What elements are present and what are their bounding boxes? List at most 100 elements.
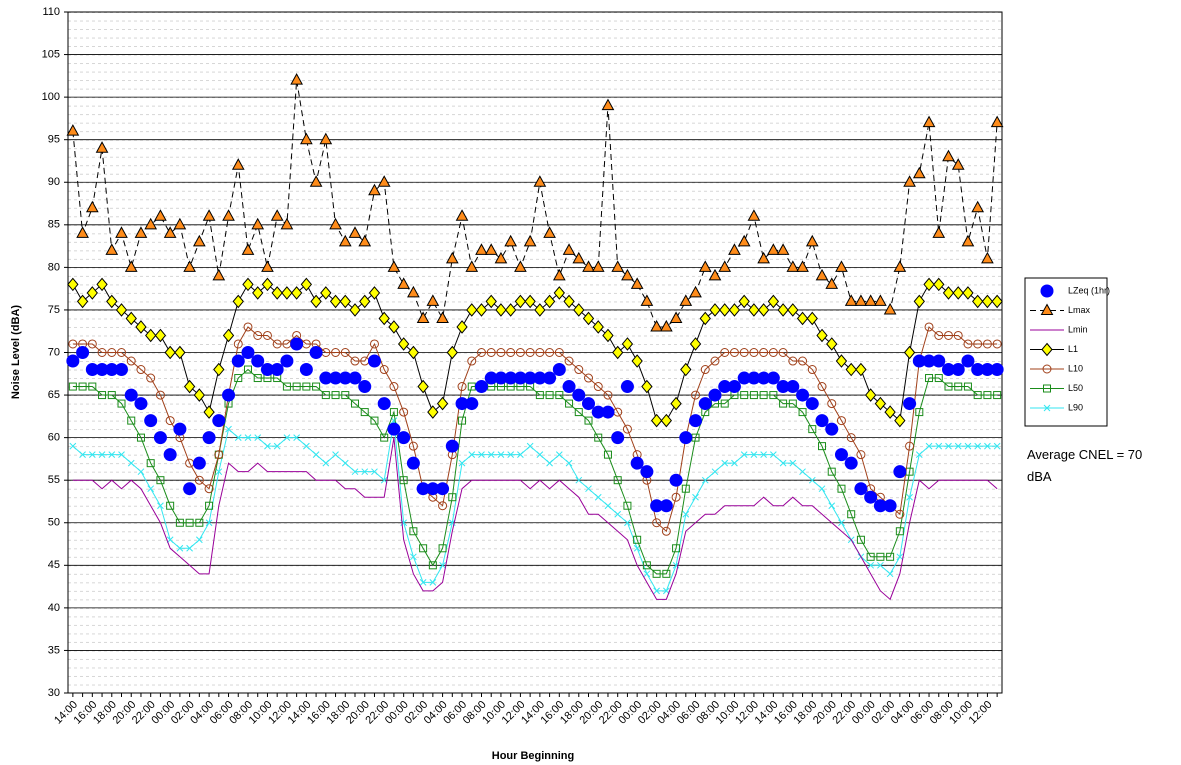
data-point: [515, 348, 525, 357]
data-point: [389, 382, 399, 392]
data-point: [563, 294, 575, 309]
x-axis-title: Hour Beginning: [492, 750, 575, 762]
data-point: [572, 251, 586, 264]
data-point: [494, 251, 508, 264]
data-point: [241, 346, 255, 359]
data-point: [601, 405, 615, 419]
data-point: [192, 456, 206, 470]
data-point: [555, 391, 564, 400]
data-point: [815, 414, 829, 428]
data-point: [348, 371, 362, 385]
data-point: [893, 465, 907, 479]
data-point: [457, 382, 467, 392]
data-point: [660, 413, 672, 428]
data-point: [545, 391, 554, 400]
data-point: [943, 330, 953, 340]
series-line: [72, 80, 998, 328]
data-point: [934, 374, 943, 383]
data-point: [484, 243, 498, 255]
data-point: [679, 431, 693, 445]
data-point: [331, 391, 340, 400]
data-point: [118, 451, 125, 459]
data-point: [681, 484, 690, 493]
data-point: [137, 468, 145, 476]
data-point: [282, 382, 291, 391]
data-point: [565, 399, 574, 408]
data-point: [854, 482, 868, 496]
legend-label: LZeq (1hr): [1068, 285, 1110, 295]
data-point: [543, 371, 557, 385]
data-point: [737, 234, 751, 247]
data-point: [582, 311, 595, 326]
data-point: [689, 285, 702, 298]
data-point: [553, 286, 565, 300]
data-point: [485, 294, 497, 309]
data-point: [66, 354, 80, 368]
data-point: [925, 374, 934, 383]
data-point: [369, 339, 379, 349]
data-point: [302, 382, 311, 391]
data-point: [254, 434, 262, 441]
data-point: [856, 535, 865, 544]
data-point: [585, 485, 592, 493]
data-point: [242, 277, 254, 292]
data-point: [932, 226, 946, 238]
data-point: [371, 468, 378, 476]
data-point: [87, 339, 97, 349]
data-point: [671, 492, 681, 502]
data-point: [844, 456, 858, 470]
series-line: [72, 420, 998, 592]
data-point: [329, 294, 342, 309]
data-point: [146, 459, 155, 468]
data-point: [876, 552, 885, 561]
data-point: [388, 320, 400, 334]
data-point: [377, 397, 391, 411]
data-point: [533, 175, 547, 187]
data-point: [805, 397, 819, 411]
data-point: [951, 158, 965, 170]
data-point: [378, 311, 390, 326]
data-point: [222, 328, 235, 343]
data-point: [338, 371, 352, 385]
data-point: [416, 482, 430, 496]
legend-marker: [1043, 404, 1051, 412]
data-point: [525, 348, 535, 357]
data-point: [951, 363, 965, 377]
data-point: [942, 149, 955, 162]
data-point: [173, 217, 187, 230]
data-point: [124, 388, 138, 402]
data-point: [399, 407, 409, 417]
data-point: [175, 518, 184, 527]
data-point: [360, 408, 369, 417]
data-point: [331, 348, 341, 357]
data-point: [494, 371, 508, 385]
series-line: [72, 437, 998, 601]
data-point: [867, 561, 875, 569]
data-point: [749, 348, 759, 357]
data-point: [738, 294, 750, 309]
data-point: [630, 277, 644, 289]
data-point: [273, 442, 281, 450]
data-point: [659, 499, 673, 513]
data-point: [135, 320, 147, 334]
data-point: [398, 337, 410, 351]
data-point: [796, 388, 810, 402]
data-point: [964, 442, 972, 450]
data-point: [95, 141, 109, 153]
data-point: [961, 234, 975, 247]
data-point: [348, 226, 362, 238]
data-point: [410, 553, 417, 561]
data-point: [107, 391, 116, 400]
data-point: [719, 303, 731, 317]
data-point: [438, 501, 448, 511]
data-point: [925, 442, 933, 450]
data-point: [903, 345, 916, 360]
data-point: [154, 209, 167, 221]
data-point: [125, 311, 137, 326]
data-point: [954, 442, 962, 450]
data-point: [564, 356, 574, 366]
data-point: [134, 397, 148, 411]
data-point: [253, 330, 263, 340]
data-point: [604, 502, 612, 510]
data-point: [312, 382, 321, 391]
